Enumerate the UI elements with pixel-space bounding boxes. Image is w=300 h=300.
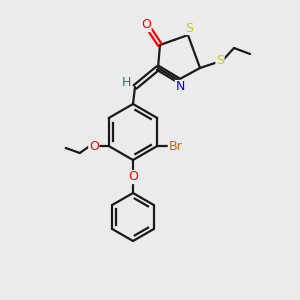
Text: S: S (185, 22, 193, 34)
Text: O: O (89, 140, 99, 152)
Text: S: S (216, 55, 224, 68)
Text: N: N (175, 80, 185, 94)
Text: Br: Br (168, 140, 182, 152)
Text: O: O (141, 19, 151, 32)
Text: O: O (128, 170, 138, 184)
Text: H: H (121, 76, 131, 89)
